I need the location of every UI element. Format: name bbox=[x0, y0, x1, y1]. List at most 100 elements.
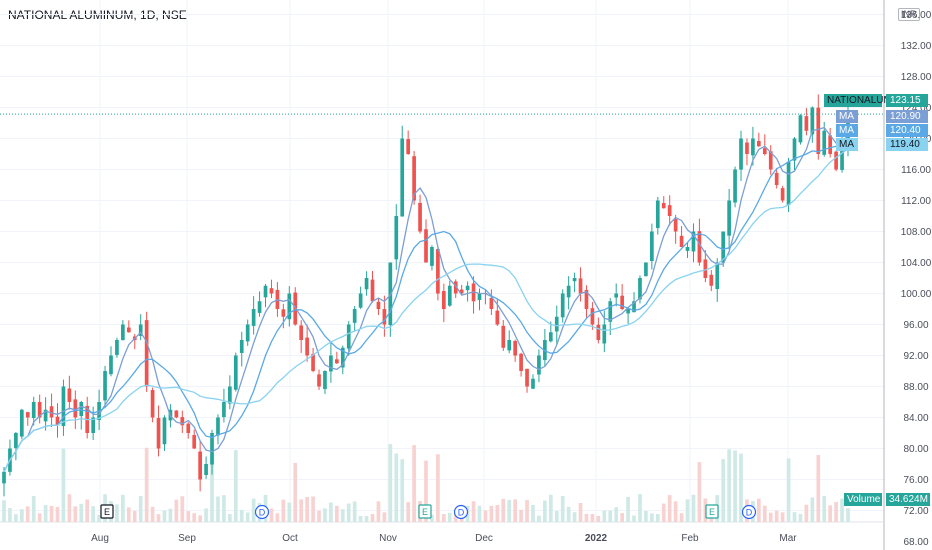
y-tick-label: 116.00 bbox=[901, 165, 931, 176]
volume-bar bbox=[548, 494, 553, 522]
volume-bar bbox=[447, 512, 452, 522]
candle-body bbox=[126, 327, 131, 333]
candle-body bbox=[757, 141, 761, 147]
currency-badge[interactable]: INR bbox=[898, 8, 920, 21]
y-tick-label: 128.00 bbox=[901, 72, 932, 83]
candle-body bbox=[543, 340, 547, 361]
y-tick-label: 80.00 bbox=[903, 444, 928, 455]
volume-bar bbox=[335, 505, 339, 522]
candle-body bbox=[79, 402, 84, 417]
volume-bar bbox=[453, 513, 458, 522]
candle-body bbox=[406, 139, 411, 154]
candle-body bbox=[679, 235, 684, 247]
earnings-marker-label: E bbox=[709, 507, 715, 517]
volume-bar bbox=[507, 499, 512, 522]
volume-bar bbox=[406, 502, 411, 522]
volume-bar bbox=[519, 509, 523, 522]
candle-body bbox=[198, 451, 202, 480]
ma2-name-label: MA bbox=[836, 124, 858, 137]
volume-bar bbox=[436, 454, 440, 522]
candle-body bbox=[329, 355, 333, 372]
candle-body bbox=[453, 281, 458, 294]
candle-body bbox=[418, 202, 422, 232]
volume-bar bbox=[792, 512, 797, 522]
candle-body bbox=[614, 293, 619, 298]
volume-bar bbox=[192, 513, 197, 522]
candle-body bbox=[156, 418, 161, 449]
y-tick-label: 108.00 bbox=[901, 227, 932, 238]
candle-body bbox=[14, 433, 18, 448]
volume-bar bbox=[121, 494, 125, 522]
volume-bar bbox=[239, 509, 244, 522]
candle-body bbox=[531, 378, 535, 389]
candle-body bbox=[441, 291, 446, 309]
ma-line-2 bbox=[3, 135, 849, 473]
volume-bar bbox=[245, 512, 250, 522]
volume-bar bbox=[430, 514, 434, 522]
ma1-name-label: MA bbox=[836, 110, 858, 123]
candle-body bbox=[834, 151, 838, 170]
volume-bar bbox=[774, 510, 779, 522]
candle-body bbox=[620, 295, 624, 309]
candle-body bbox=[828, 135, 833, 154]
x-tick-label: Dec bbox=[475, 533, 493, 544]
candle-body bbox=[792, 138, 797, 161]
volume-bar bbox=[19, 509, 24, 522]
candle-body bbox=[685, 247, 690, 251]
candle-body bbox=[447, 285, 452, 306]
candle-body bbox=[661, 203, 666, 209]
volume-bar bbox=[299, 499, 304, 522]
volume-bar bbox=[25, 506, 30, 522]
candle-body bbox=[25, 412, 30, 418]
volume-bar bbox=[578, 503, 583, 522]
candle-body bbox=[150, 390, 155, 418]
volume-bar bbox=[560, 496, 565, 522]
y-tick-label: 112.00 bbox=[901, 196, 931, 207]
volume-bar bbox=[174, 499, 179, 522]
volume-bar bbox=[14, 514, 18, 522]
volume-bar bbox=[780, 512, 785, 522]
volume-bar bbox=[584, 513, 589, 522]
candle-body bbox=[55, 416, 60, 426]
dividend-marker bbox=[741, 504, 757, 520]
y-tick-label: 96.00 bbox=[903, 320, 928, 331]
volume-bar bbox=[822, 495, 827, 522]
candle-body bbox=[263, 285, 268, 298]
x-tick-label: Mar bbox=[779, 533, 797, 544]
candle-body bbox=[768, 151, 773, 170]
candle-body bbox=[43, 409, 48, 422]
dividend-marker-label: D bbox=[259, 508, 266, 518]
volume-bar bbox=[364, 515, 369, 522]
volume-bar bbox=[846, 508, 850, 522]
candle-body bbox=[376, 301, 381, 309]
volume-bar bbox=[305, 496, 309, 522]
earnings-marker bbox=[705, 504, 719, 519]
x-tick-label: Sep bbox=[178, 533, 196, 544]
volume-bar bbox=[566, 506, 571, 522]
volume-bar bbox=[816, 454, 821, 522]
volume-bar bbox=[2, 500, 6, 522]
volume-bar bbox=[156, 514, 161, 522]
candle-body bbox=[222, 402, 226, 418]
volume-bar bbox=[168, 508, 173, 522]
x-tick-label: Nov bbox=[379, 533, 397, 544]
volume-bar bbox=[287, 502, 292, 522]
candle-body bbox=[424, 229, 428, 263]
candle-body bbox=[798, 115, 803, 143]
volume-bar bbox=[602, 510, 607, 522]
volume-bar bbox=[685, 499, 690, 522]
candle-body bbox=[495, 310, 500, 325]
volume-bar bbox=[91, 506, 95, 522]
candle-body bbox=[335, 359, 339, 364]
candle-body bbox=[501, 325, 506, 348]
candle-body bbox=[73, 399, 78, 418]
candle-body bbox=[554, 316, 559, 332]
volume-bar bbox=[228, 514, 232, 522]
volume-bar bbox=[483, 510, 488, 522]
volume-bar bbox=[554, 510, 559, 522]
candle-body bbox=[804, 116, 809, 131]
ma2-value-label: 120.40 bbox=[886, 124, 928, 137]
candle-body bbox=[703, 259, 708, 278]
ma-line-1 bbox=[3, 126, 849, 473]
